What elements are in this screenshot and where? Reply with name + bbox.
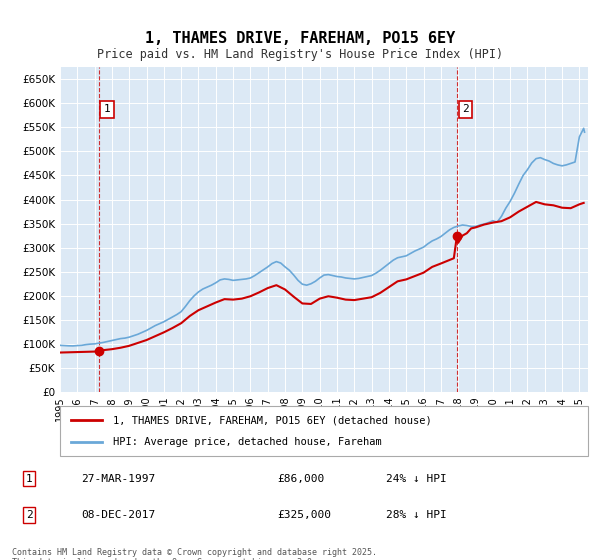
Text: 08-DEC-2017: 08-DEC-2017: [81, 510, 155, 520]
Text: 24% ↓ HPI: 24% ↓ HPI: [386, 474, 447, 484]
Text: 28% ↓ HPI: 28% ↓ HPI: [386, 510, 447, 520]
Text: 27-MAR-1997: 27-MAR-1997: [81, 474, 155, 484]
Text: Price paid vs. HM Land Registry's House Price Index (HPI): Price paid vs. HM Land Registry's House …: [97, 48, 503, 60]
Text: 2: 2: [26, 510, 32, 520]
FancyBboxPatch shape: [60, 406, 588, 456]
Text: HPI: Average price, detached house, Fareham: HPI: Average price, detached house, Fare…: [113, 437, 382, 447]
Text: 1, THAMES DRIVE, FAREHAM, PO15 6EY: 1, THAMES DRIVE, FAREHAM, PO15 6EY: [145, 31, 455, 46]
Text: £325,000: £325,000: [277, 510, 331, 520]
Text: 2: 2: [462, 104, 469, 114]
Text: 1: 1: [26, 474, 32, 484]
Text: 1, THAMES DRIVE, FAREHAM, PO15 6EY (detached house): 1, THAMES DRIVE, FAREHAM, PO15 6EY (deta…: [113, 415, 431, 425]
Text: Contains HM Land Registry data © Crown copyright and database right 2025.
This d: Contains HM Land Registry data © Crown c…: [12, 548, 377, 560]
Text: £86,000: £86,000: [277, 474, 324, 484]
Text: 1: 1: [104, 104, 110, 114]
